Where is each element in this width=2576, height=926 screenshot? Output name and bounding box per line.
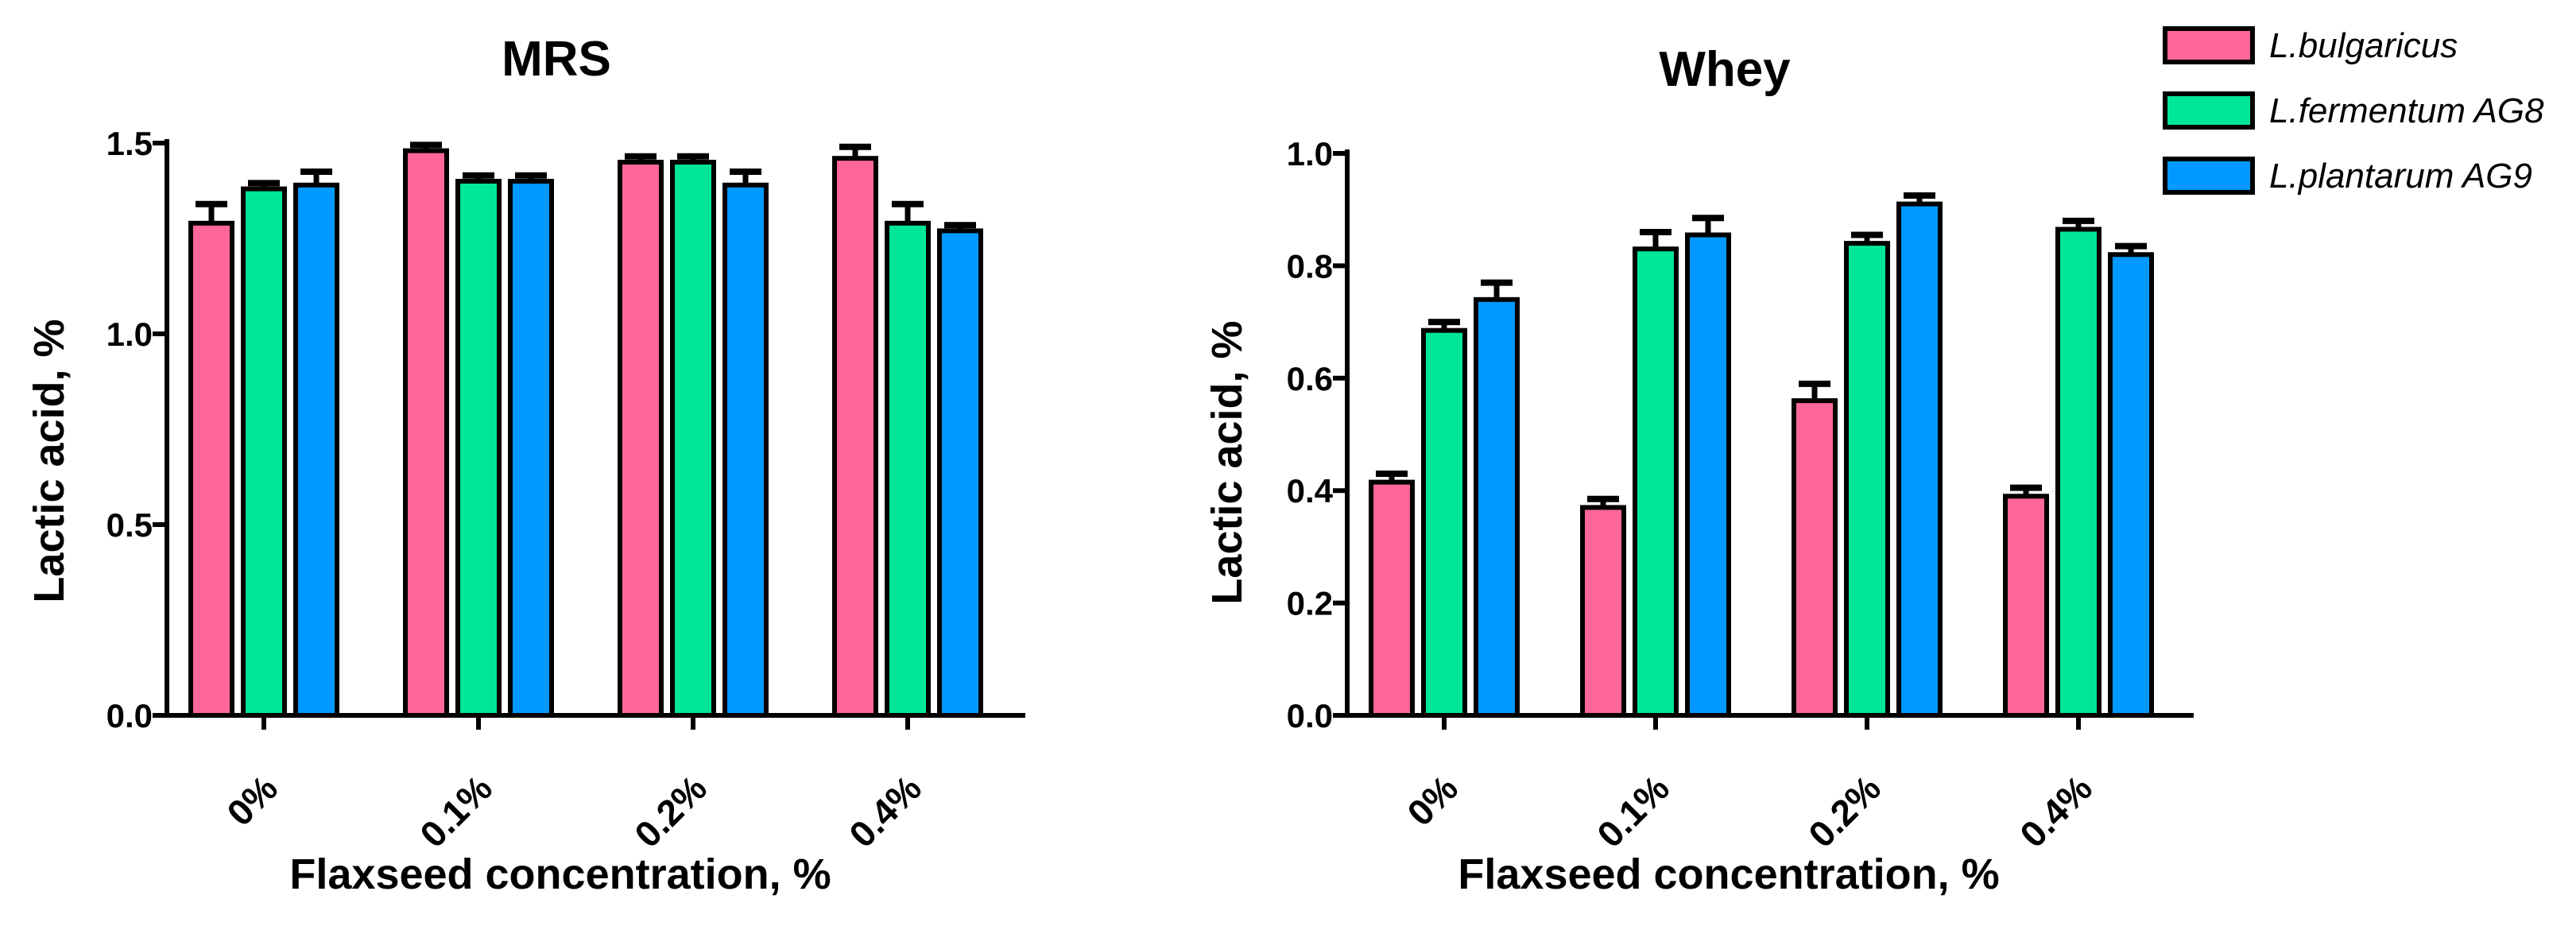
chart-mrs: MRS Lactic acid, % Flaxseed concentratio… bbox=[25, 32, 1025, 898]
bar-1-2-2 bbox=[1896, 201, 1943, 718]
y-tick-label-0-2: 1.0 bbox=[107, 316, 153, 353]
chart-whey: Whey Lactic acid, % Flaxseed concentrati… bbox=[1203, 42, 2194, 898]
y-tick-label-1-1: 0.2 bbox=[1287, 585, 1333, 622]
bar-0-1-1 bbox=[455, 179, 502, 718]
y-tick-label-0-1: 0.5 bbox=[107, 506, 153, 544]
legend-label-bulgaricus: L.bulgaricus bbox=[2269, 26, 2458, 65]
bar-0-1-0 bbox=[403, 148, 449, 719]
x-tick-label-1-2: 0.2% bbox=[1800, 767, 1888, 855]
legend-swatch-plantarum bbox=[2163, 157, 2255, 195]
plot-area-whey: 0% 0.1% 0.2% 0.4% 0.0 0.2 0.4 0.6 0.8 1.0 bbox=[1287, 135, 2194, 855]
bar-1-0-1 bbox=[1421, 327, 1467, 718]
x-axis-title-whey: Flaxseed concentration, % bbox=[1458, 850, 1999, 898]
bar-0-2-1 bbox=[670, 160, 716, 718]
bar-1-1-1 bbox=[1633, 246, 1679, 718]
bar-1-0-2 bbox=[1474, 296, 1520, 718]
x-tick-label-0-2: 0.2% bbox=[626, 767, 715, 855]
plot-area-mrs: 0% 0.1% 0.2% 0.4% 0.0 0.5 1.0 1.5 bbox=[107, 125, 1025, 855]
x-tick-label-0-3: 0.4% bbox=[841, 767, 929, 855]
legend-swatch-bulgaricus bbox=[2163, 26, 2255, 64]
bar-0-3-0 bbox=[832, 156, 878, 718]
bar-0-2-2 bbox=[722, 182, 769, 719]
bar-0-2-0 bbox=[618, 160, 664, 718]
bar-1-2-1 bbox=[1844, 241, 1890, 718]
bar-1-3-1 bbox=[2055, 227, 2101, 718]
x-axis-title-mrs: Flaxseed concentration, % bbox=[289, 850, 831, 898]
x-tick-label-0-0: 0% bbox=[219, 767, 285, 834]
y-tick-label-1-5: 1.0 bbox=[1287, 135, 1333, 172]
bar-0-0-0 bbox=[188, 220, 234, 718]
y-tick-label-0-0: 0.0 bbox=[107, 697, 153, 734]
y-tick-label-1-4: 0.8 bbox=[1287, 247, 1333, 285]
bar-1-1-2 bbox=[1685, 232, 1731, 718]
bar-1-1-0 bbox=[1580, 505, 1626, 718]
bar-0-0-2 bbox=[293, 182, 339, 719]
x-tick-label-0-1: 0.1% bbox=[412, 767, 500, 855]
y-axis-title-mrs: Lactic acid, % bbox=[25, 319, 73, 602]
x-tick-label-1-1: 0.1% bbox=[1589, 767, 1677, 855]
y-tick-label-1-2: 0.4 bbox=[1287, 472, 1334, 509]
bar-1-3-2 bbox=[2108, 252, 2154, 718]
y-axis-title-whey: Lactic acid, % bbox=[1203, 320, 1251, 604]
chart-title-whey: Whey bbox=[1659, 42, 1791, 97]
bar-1-2-0 bbox=[1792, 398, 1838, 718]
legend: L.bulgaricus L.fermentum AG8 L.plantarum… bbox=[2163, 26, 2544, 196]
y-tick-label-1-0: 0.0 bbox=[1287, 697, 1333, 734]
y-tick-label-1-3: 0.6 bbox=[1287, 360, 1333, 397]
legend-label-plantarum: L.plantarum AG9 bbox=[2269, 157, 2532, 196]
chart-title-mrs: MRS bbox=[502, 32, 611, 87]
bar-0-3-1 bbox=[885, 220, 931, 718]
bar-0-1-2 bbox=[508, 179, 554, 718]
bar-0-3-2 bbox=[937, 228, 983, 718]
y-tick-label-0-3: 1.5 bbox=[107, 125, 153, 162]
legend-swatch-fermentum bbox=[2163, 91, 2255, 130]
x-tick-label-1-0: 0% bbox=[1399, 767, 1466, 834]
x-tick-label-1-3: 0.4% bbox=[2012, 767, 2100, 855]
bar-1-0-0 bbox=[1369, 479, 1415, 718]
bar-0-0-1 bbox=[241, 186, 287, 719]
legend-label-fermentum: L.fermentum AG8 bbox=[2269, 91, 2544, 130]
bar-1-3-0 bbox=[2003, 494, 2049, 719]
